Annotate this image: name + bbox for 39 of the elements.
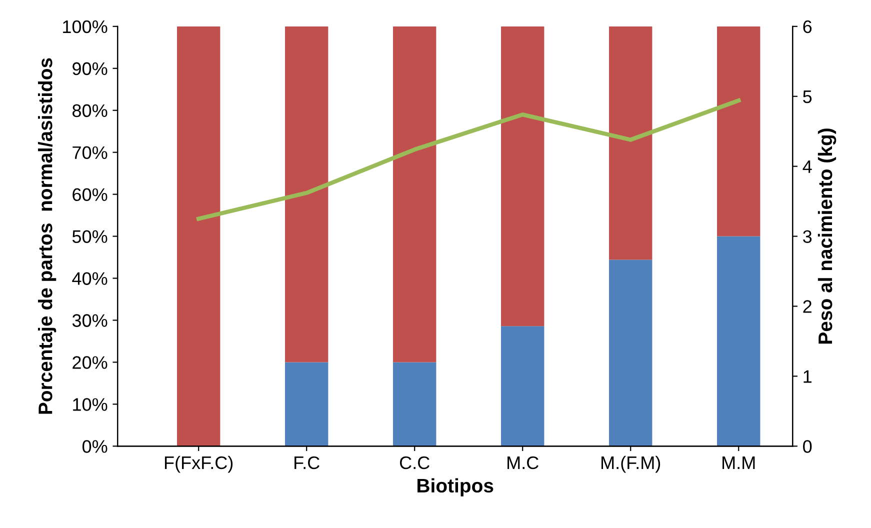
bar [284,362,328,446]
y2-tick-label: 3 [803,230,812,243]
y2-tick-label: 1 [804,370,812,383]
y-tick-label: 100% [63,20,108,34]
y2-tick-label: 5 [803,90,812,104]
x-axis-title: Biotipos [418,478,494,496]
bar [717,26,760,236]
y-tick-label: 50% [72,230,108,243]
y-tick-label: 80% [72,104,108,118]
y2-tick-label: 2 [803,300,812,313]
bar [176,26,220,446]
x-tick-label: C.C [400,456,430,470]
bar [501,326,544,446]
y-tick-label: 40% [72,272,108,285]
y-tick-label: 10% [73,398,108,411]
y-tick-label: 0% [82,440,108,453]
y-tick-label: 20% [72,356,108,369]
bar [284,26,328,362]
bar [717,236,760,446]
bar [392,26,436,362]
y2-tick-label: 6 [803,20,812,34]
x-tick-label: F(FxF.C) [164,456,233,473]
x-tick-label: M.C [508,456,538,470]
x-tick-label: F.C [294,456,320,470]
y-tick-label: 70% [72,146,108,160]
bar [609,26,652,260]
bar [501,26,544,326]
line-series [196,98,741,221]
y-tick-label: 90% [72,62,108,76]
y-tick-label: 60% [72,188,108,202]
x-tick-label: M.(F.M) [602,456,660,473]
y-axis-title: Porcentaje de partos normal/asistidos [38,58,56,414]
y2-tick-label: 4 [802,160,812,173]
y2-tick-label: 0 [803,440,812,453]
y2-axis-title: Peso al nacimiento (kg) [818,128,836,344]
bar [392,362,436,446]
bar [609,260,652,446]
x-tick-label: M.M [722,456,755,469]
y-tick-label: 30% [72,314,108,327]
